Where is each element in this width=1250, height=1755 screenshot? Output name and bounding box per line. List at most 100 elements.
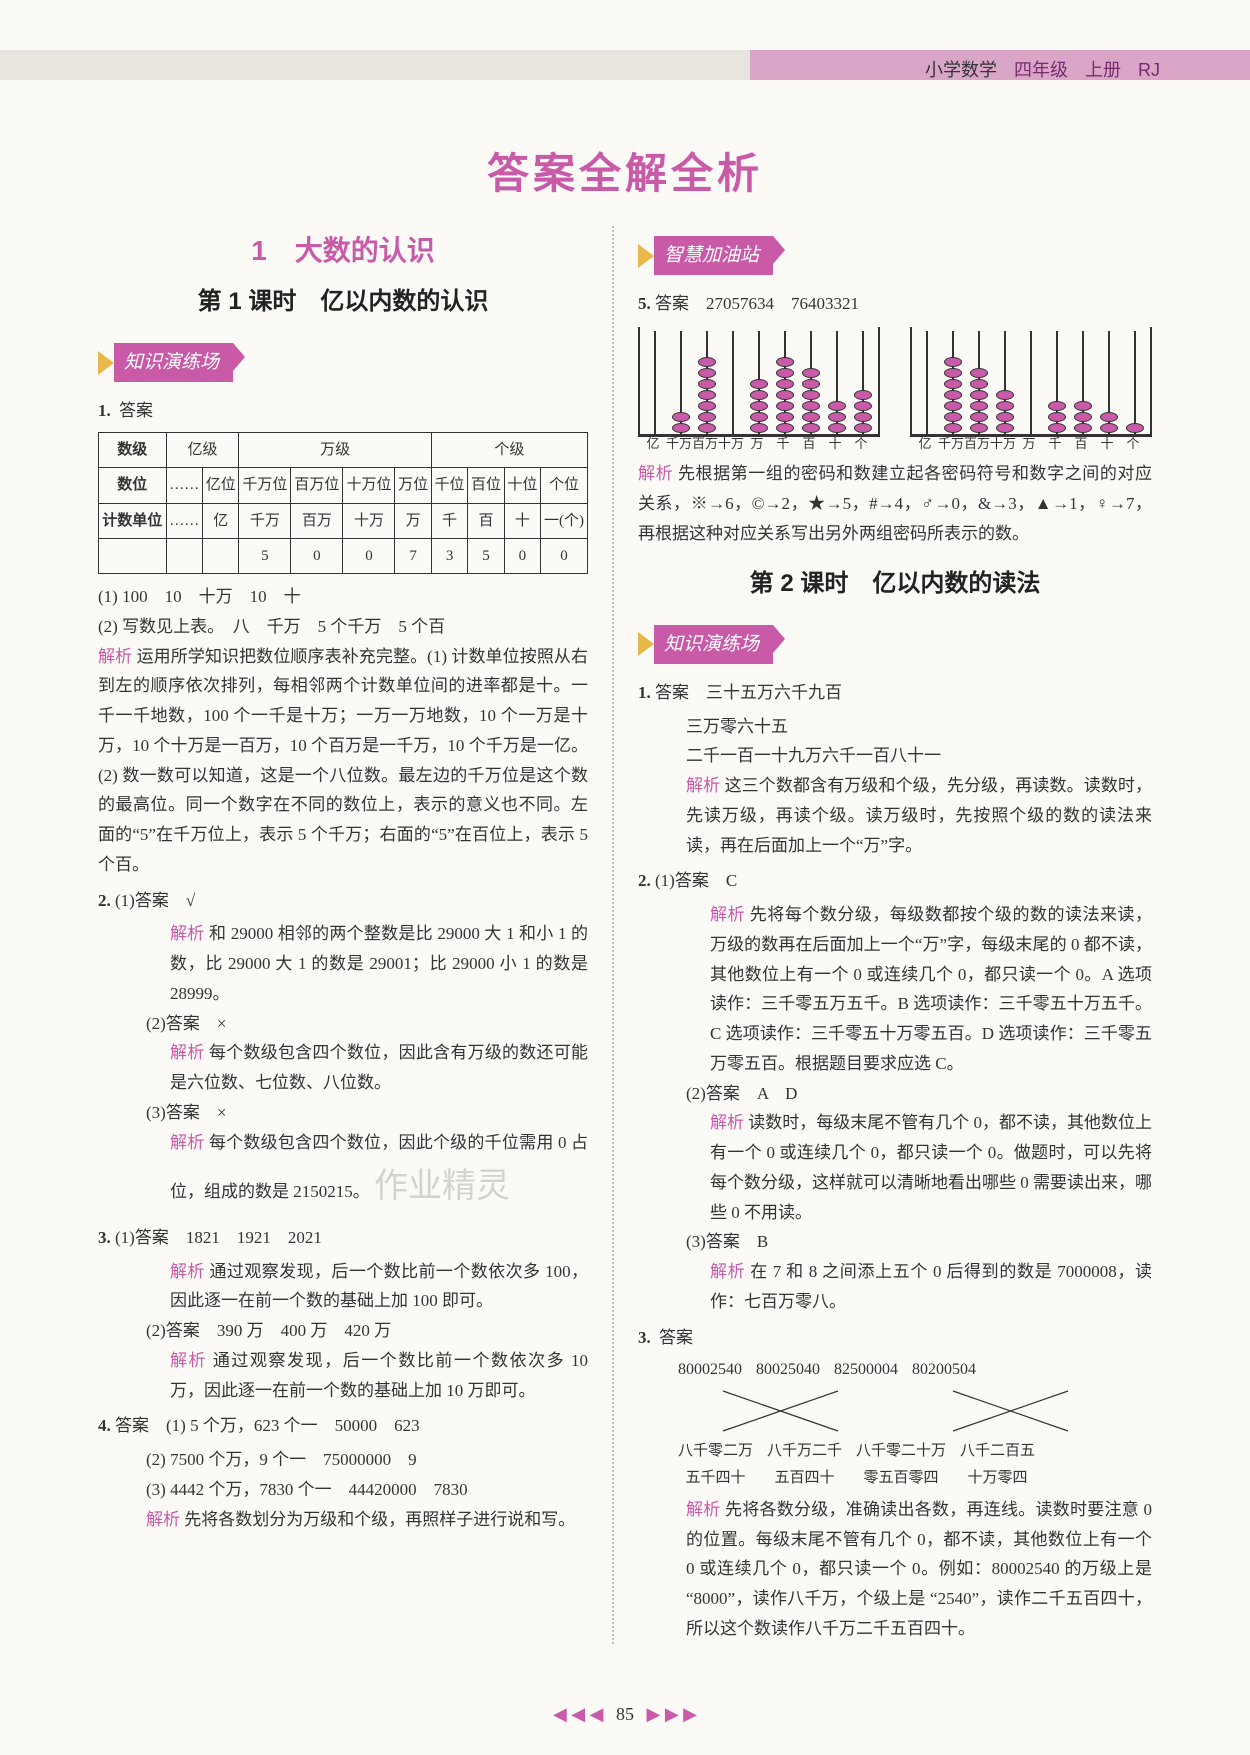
q3-number: 3. bbox=[98, 1228, 111, 1247]
triangle-left-icon: ◀ ◀ ◀ bbox=[553, 1704, 604, 1724]
q2-s3-ans: (3)答案 × bbox=[98, 1098, 588, 1128]
pvt-unit-4: 万 bbox=[395, 503, 431, 538]
abacus-bead bbox=[776, 368, 794, 378]
arrow-icon bbox=[638, 632, 654, 656]
abacus-bead bbox=[944, 412, 962, 422]
q5-ana: 解析 先根据第一组的密码和数建立起各密码符号和数字之间的对应关系，※→6，©→2… bbox=[638, 459, 1152, 548]
pvt-n-4: 7 bbox=[395, 538, 431, 573]
abacus-bead bbox=[1074, 401, 1092, 411]
abacus-rod bbox=[940, 327, 966, 434]
abacus-rod bbox=[1070, 327, 1096, 434]
pvt-unit-6: 百 bbox=[468, 503, 504, 538]
r-q2-s3-ans: (3)答案 B bbox=[638, 1227, 1152, 1257]
q2-s2-ana: 解析 每个数级包含四个数位，因此含有万级的数还可能是六位数、七位数、八位数。 bbox=[98, 1038, 588, 1098]
abacus-rod bbox=[1044, 327, 1070, 434]
abacus-bead bbox=[776, 412, 794, 422]
r-q1-ana: 解析 这三个数都含有万级和个级，先分级，再读数。读数时，先读万级，再读个级。读万… bbox=[638, 771, 1152, 860]
pvt-place-1: 千万位 bbox=[239, 468, 291, 503]
r-q3: 3. 答案 bbox=[638, 1323, 1152, 1353]
header-grade: 四年级 bbox=[1014, 60, 1068, 80]
place-value-table: 数级 亿级 万级 个级 数位 …… 亿位 千万位 百万位 十万位 万位 千位 百… bbox=[98, 432, 588, 574]
abacus-bead bbox=[1074, 423, 1092, 433]
abacus-bead bbox=[1100, 412, 1118, 422]
abacus-bead bbox=[698, 412, 716, 422]
abacus-rod-label: 千 bbox=[1042, 437, 1068, 451]
pvt-place-6: 百位 bbox=[468, 468, 504, 503]
page-header: 小学数学 四年级 上册 RJ bbox=[0, 50, 1250, 80]
q1-analysis: 解析 运用所学知识把数位顺序表补充完整。(1) 计数单位按照从右到左的顺序依次排… bbox=[98, 642, 588, 880]
right-column: 智慧加油站 5. 答案 27057634 76403321 亿千万百万十万万千百… bbox=[620, 226, 1170, 1644]
abacus-1-labels: 亿千万百万十万万千百十个 bbox=[638, 437, 880, 451]
cross-bottom-row: 八千零二万 五千四十八千万二千 五百四十八千零二十万 零五百零四八千二百五 十万… bbox=[678, 1438, 1152, 1491]
q5: 5. 答案 27057634 76403321 bbox=[638, 289, 1152, 319]
r-q3-ans-label: 答案 bbox=[659, 1328, 693, 1347]
header-book: 上册 bbox=[1085, 60, 1121, 80]
abacus-bead bbox=[672, 423, 690, 433]
triangle-right-icon: ▶ ▶ ▶ bbox=[647, 1704, 698, 1724]
abacus-bead bbox=[672, 412, 690, 422]
abacus-rod-label: 千万 bbox=[666, 437, 692, 451]
q2-s3-ana: 解析 每个数级包含四个数位，因此个级的千位需用 0 占位，组成的数是 21502… bbox=[98, 1128, 588, 1217]
q4-line2: (2) 7500 个万，9 个一 75000000 9 bbox=[98, 1445, 588, 1475]
pvt-unit-7: 十 bbox=[504, 503, 540, 538]
cross-bottom-item: 八千零二万 五千四十 bbox=[678, 1438, 753, 1491]
q3: 3. (1)答案 1821 1921 2021 bbox=[98, 1223, 588, 1253]
r-q1-l2: 三万零六十五 bbox=[638, 712, 1152, 742]
abacus-bead bbox=[776, 423, 794, 433]
r-q2-number: 2. bbox=[638, 871, 651, 890]
r-q2-s2-ana: 解析 读数时，每级末尾不管有几个 0，都不读，其他数位上有一个 0 或连续几个 … bbox=[638, 1108, 1152, 1227]
abacus-bead bbox=[1074, 412, 1092, 422]
abacus-rod-label: 百 bbox=[1068, 437, 1094, 451]
abacus-rod bbox=[992, 327, 1018, 434]
abacus-bead bbox=[698, 357, 716, 367]
abacus-bead bbox=[1048, 423, 1066, 433]
abacus-2-wrap: 亿千万百万十万万千百十个 bbox=[910, 327, 1152, 451]
pvt-n-1: 5 bbox=[239, 538, 291, 573]
abacus-bead bbox=[970, 412, 988, 422]
abacus-rod-label: 万 bbox=[744, 437, 770, 451]
abacus-bead bbox=[970, 379, 988, 389]
abacus-bead bbox=[944, 390, 962, 400]
q4-number: 4. bbox=[98, 1416, 111, 1435]
abacus-rod-label: 亿 bbox=[912, 437, 938, 451]
abacus-rod bbox=[1096, 327, 1122, 434]
section-practice-label-2: 知识演练场 bbox=[654, 625, 773, 664]
abacus-rod bbox=[694, 327, 720, 434]
abacus-bead bbox=[802, 401, 820, 411]
abacus-rod bbox=[642, 327, 668, 434]
r-q1: 1. 答案 三十五万六千九百 bbox=[638, 678, 1152, 708]
abacus-bead bbox=[944, 368, 962, 378]
abacus-bead bbox=[1126, 423, 1144, 433]
pvt-unit-0: 亿 bbox=[203, 503, 239, 538]
abacus-bead bbox=[970, 368, 988, 378]
abacus-rod-label: 千万 bbox=[938, 437, 964, 451]
abacus-rod bbox=[798, 327, 824, 434]
abacus-rod-label: 个 bbox=[1120, 437, 1146, 451]
q3-s1-ana: 解析 通过观察发现，后一个数比前一个数依次多 100，因此逐一在前一个数的基础上… bbox=[98, 1257, 588, 1317]
page-number: ◀ ◀ ◀ 85 ▶ ▶ ▶ bbox=[0, 1684, 1250, 1755]
q4: 4. 答案 (1) 5 个万，623 个一 50000 623 bbox=[98, 1411, 588, 1441]
pvt-n-2: 0 bbox=[291, 538, 343, 573]
abacus-rod-label: 百万 bbox=[692, 437, 718, 451]
abacus-bead bbox=[802, 368, 820, 378]
abacus-2-labels: 亿千万百万十万万千百十个 bbox=[910, 437, 1152, 451]
abacus-1 bbox=[638, 327, 880, 437]
q3-s1-ans: (1)答案 1821 1921 2021 bbox=[115, 1228, 322, 1247]
abacus-rod bbox=[746, 327, 772, 434]
cross-bottom-item: 八千零二十万 零五百零四 bbox=[856, 1438, 946, 1491]
header-edition: RJ bbox=[1138, 60, 1160, 80]
pvt-unit-8: 一(个) bbox=[541, 503, 588, 538]
q1-number: 1. bbox=[98, 401, 111, 420]
abacus-bead bbox=[776, 390, 794, 400]
pvt-n-5: 3 bbox=[431, 538, 467, 573]
q2-s2-ans: (2)答案 × bbox=[98, 1009, 588, 1039]
abacus-bead bbox=[776, 401, 794, 411]
abacus-rod-label: 万 bbox=[1016, 437, 1042, 451]
abacus-rod-label: 十 bbox=[822, 437, 848, 451]
cross-diagram: 80002540800250408250000480200504 八千零二万 五… bbox=[678, 1356, 1152, 1491]
q3-s2-ans: (2)答案 390 万 400 万 420 万 bbox=[98, 1316, 588, 1346]
pvt-group-wan: 万级 bbox=[239, 433, 431, 468]
pvt-n-7: 0 bbox=[504, 538, 540, 573]
q5-ans: 答案 27057634 76403321 bbox=[655, 294, 859, 313]
abacus-bead bbox=[854, 412, 872, 422]
